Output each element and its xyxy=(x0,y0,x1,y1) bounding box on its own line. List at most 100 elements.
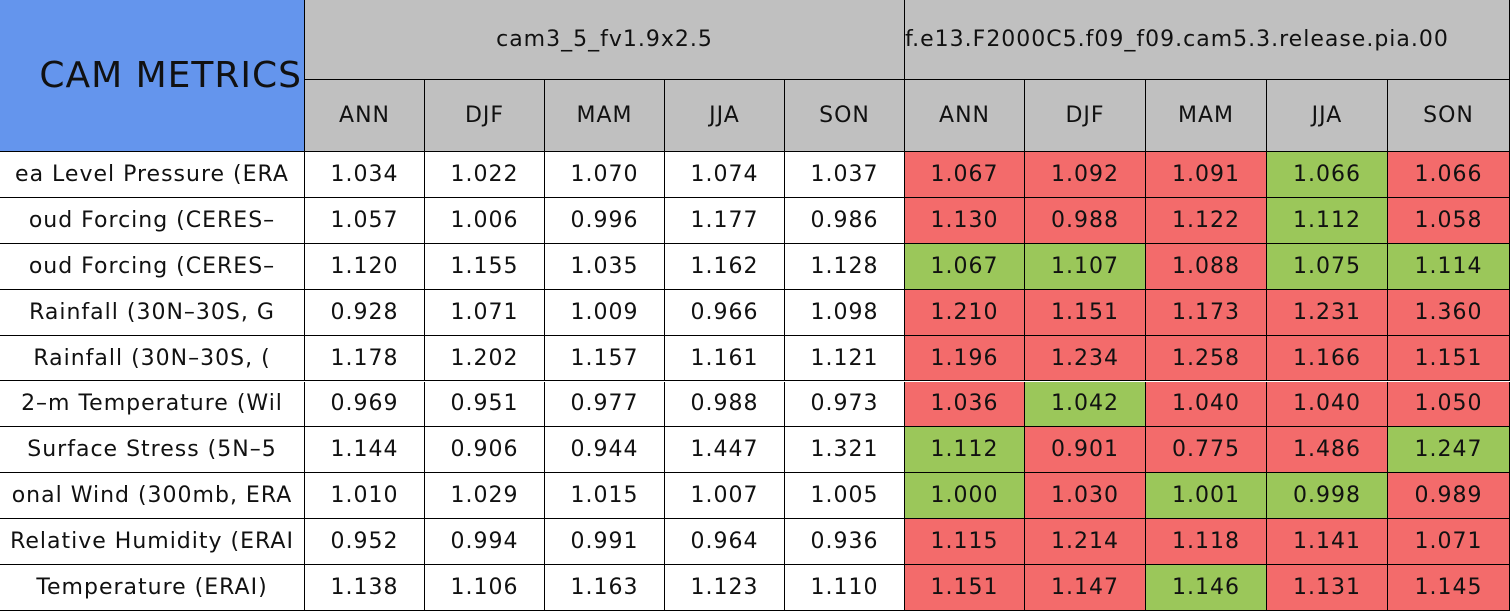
metric-cell: 0.986 xyxy=(785,197,905,244)
metric-cell: 0.966 xyxy=(665,289,785,336)
metric-cell: 1.005 xyxy=(785,473,905,520)
metric-cell: 1.151 xyxy=(1025,289,1146,336)
metric-cell: 1.091 xyxy=(1146,152,1267,198)
metric-cell: 1.321 xyxy=(785,427,905,474)
season-header: SON xyxy=(785,80,905,152)
metric-cell: 1.010 xyxy=(305,473,425,520)
metric-cell: 1.058 xyxy=(1388,197,1510,244)
metric-cell: 0.969 xyxy=(305,381,425,428)
metric-cell: 1.001 xyxy=(1146,473,1267,520)
metric-cell: 0.775 xyxy=(1146,427,1267,474)
metric-cell: 0.994 xyxy=(425,519,545,566)
metric-cell: 1.178 xyxy=(305,335,425,382)
metric-cell: 1.144 xyxy=(305,427,425,474)
row-label: Temperature (ERAI) xyxy=(0,565,305,611)
metric-cell: 1.146 xyxy=(1146,565,1267,611)
metric-cell: 1.210 xyxy=(905,289,1025,336)
metric-cell: 0.944 xyxy=(545,427,665,474)
metric-cell: 1.258 xyxy=(1146,335,1267,382)
metric-cell: 1.007 xyxy=(665,473,785,520)
metric-cell: 1.112 xyxy=(905,427,1025,474)
metric-cell: 1.247 xyxy=(1388,427,1510,474)
metric-cell: 1.166 xyxy=(1267,335,1388,382)
metric-cell: 1.067 xyxy=(905,152,1025,198)
metric-cell: 1.106 xyxy=(425,565,545,611)
metric-cell: 0.951 xyxy=(425,381,545,428)
metric-cell: 1.040 xyxy=(1146,381,1267,428)
metric-cell: 1.231 xyxy=(1267,289,1388,336)
group-header: f.e13.F2000C5.f09_f09.cam5.3.release.pia… xyxy=(905,0,1510,80)
metric-cell: 1.034 xyxy=(305,152,425,198)
metric-cell: 0.973 xyxy=(785,381,905,428)
metric-cell: 1.015 xyxy=(545,473,665,520)
metric-cell: 1.107 xyxy=(1025,243,1146,290)
metric-cell: 1.151 xyxy=(905,565,1025,611)
metric-cell: 1.122 xyxy=(1146,197,1267,244)
metric-cell: 1.128 xyxy=(785,243,905,290)
row-label: ea Level Pressure (ERA xyxy=(0,152,305,198)
metric-cell: 0.977 xyxy=(545,381,665,428)
metric-cell: 1.131 xyxy=(1267,565,1388,611)
season-header: SON xyxy=(1388,80,1510,152)
metric-cell: 1.157 xyxy=(545,335,665,382)
corner-header: CAM METRICS xyxy=(0,0,305,152)
metric-cell: 1.177 xyxy=(665,197,785,244)
metric-cell: 1.067 xyxy=(905,243,1025,290)
season-header: MAM xyxy=(545,80,665,152)
metric-cell: 1.121 xyxy=(785,335,905,382)
metric-cell: 1.173 xyxy=(1146,289,1267,336)
metric-cell: 1.030 xyxy=(1025,473,1146,520)
row-label: Surface Stress (5N–5 xyxy=(0,427,305,474)
metric-cell: 1.112 xyxy=(1267,197,1388,244)
season-header: DJF xyxy=(1025,80,1146,152)
row-label: oud Forcing (CERES– xyxy=(0,197,305,244)
row-label: onal Wind (300mb, ERA xyxy=(0,473,305,520)
metric-cell: 1.071 xyxy=(425,289,545,336)
metric-cell: 1.074 xyxy=(665,152,785,198)
metric-cell: 1.130 xyxy=(905,197,1025,244)
metric-cell: 1.118 xyxy=(1146,519,1267,566)
metric-cell: 0.998 xyxy=(1267,473,1388,520)
metric-cell: 0.991 xyxy=(545,519,665,566)
row-label: Rainfall (30N–30S, G xyxy=(0,289,305,336)
season-header: DJF xyxy=(425,80,545,152)
metric-cell: 1.040 xyxy=(1267,381,1388,428)
row-label: oud Forcing (CERES– xyxy=(0,243,305,290)
metric-cell: 1.070 xyxy=(545,152,665,198)
metric-cell: 1.092 xyxy=(1025,152,1146,198)
metric-cell: 1.036 xyxy=(905,381,1025,428)
season-header: MAM xyxy=(1146,80,1267,152)
metric-cell: 1.162 xyxy=(665,243,785,290)
metric-cell: 0.952 xyxy=(305,519,425,566)
metric-cell: 0.901 xyxy=(1025,427,1146,474)
metric-cell: 1.123 xyxy=(665,565,785,611)
metric-cell: 1.075 xyxy=(1267,243,1388,290)
metric-cell: 1.151 xyxy=(1388,335,1510,382)
metric-cell: 0.964 xyxy=(665,519,785,566)
metric-cell: 1.234 xyxy=(1025,335,1146,382)
metric-cell: 1.035 xyxy=(545,243,665,290)
metric-cell: 1.071 xyxy=(1388,519,1510,566)
row-label: Rainfall (30N–30S, ( xyxy=(0,335,305,382)
metric-cell: 0.996 xyxy=(545,197,665,244)
metric-cell: 1.138 xyxy=(305,565,425,611)
metric-cell: 1.037 xyxy=(785,152,905,198)
metric-cell: 1.029 xyxy=(425,473,545,520)
metric-cell: 1.120 xyxy=(305,243,425,290)
metric-cell: 1.196 xyxy=(905,335,1025,382)
metric-cell: 1.022 xyxy=(425,152,545,198)
metric-cell: 1.110 xyxy=(785,565,905,611)
metric-cell: 1.214 xyxy=(1025,519,1146,566)
season-header: JJA xyxy=(1267,80,1388,152)
season-header: ANN xyxy=(905,80,1025,152)
metric-cell: 0.928 xyxy=(305,289,425,336)
metric-cell: 1.141 xyxy=(1267,519,1388,566)
row-label: Relative Humidity (ERAI xyxy=(0,519,305,566)
metric-cell: 1.088 xyxy=(1146,243,1267,290)
metric-cell: 0.989 xyxy=(1388,473,1510,520)
metric-cell: 1.145 xyxy=(1388,565,1510,611)
metric-cell: 1.066 xyxy=(1267,152,1388,198)
metric-cell: 0.936 xyxy=(785,519,905,566)
metric-cell: 1.006 xyxy=(425,197,545,244)
